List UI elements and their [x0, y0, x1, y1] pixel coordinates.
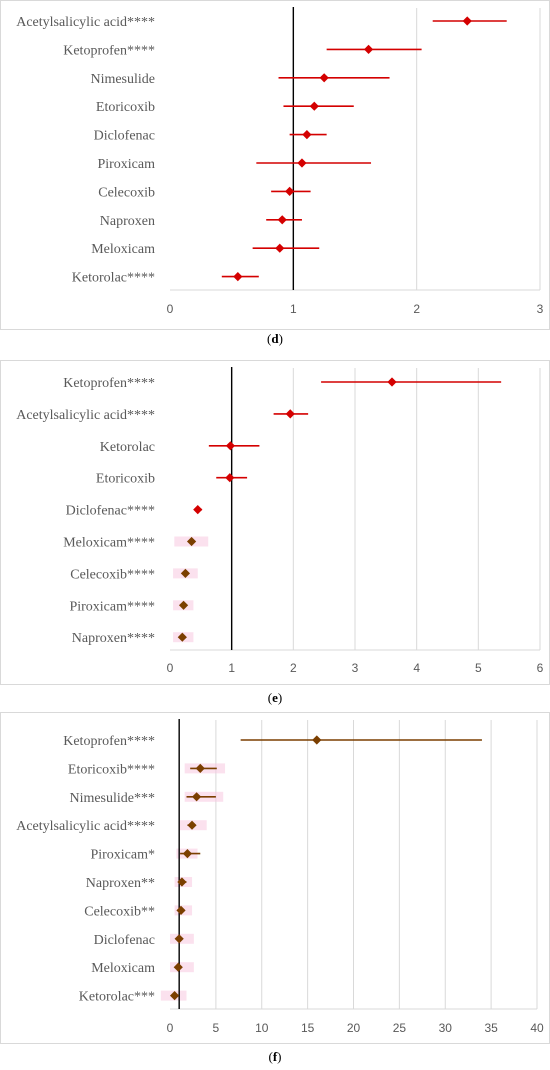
estimate-marker — [309, 101, 319, 111]
estimate-marker — [319, 73, 329, 83]
category-label: Meloxicam — [91, 961, 155, 976]
x-tick-label: 4 — [413, 661, 420, 675]
x-tick-label: 35 — [484, 1021, 498, 1035]
category-label: Piroxicam — [97, 157, 155, 172]
category-label: Ketoprofen**** — [63, 376, 155, 391]
x-tick-label: 20 — [347, 1021, 361, 1035]
category-label: Meloxicam — [91, 242, 155, 257]
estimate-marker — [297, 158, 307, 168]
x-tick-label: 5 — [475, 661, 482, 675]
x-tick-label: 15 — [301, 1021, 315, 1035]
estimate-marker — [186, 536, 197, 547]
gridlines — [292, 8, 541, 290]
estimate-marker — [225, 473, 235, 483]
panel-e: 0 1 2 3 4 5 6 Ketoprofen**** Acetylsalicylic aci… — [0, 360, 550, 710]
category-label: Ketoprofen**** — [63, 734, 155, 749]
category-label: Acetylsalicylic acid**** — [16, 819, 155, 834]
estimate-marker — [177, 877, 187, 887]
category-label: Diclofenac**** — [66, 504, 155, 519]
panel-e-label: (e) — [267, 690, 283, 705]
estimate-marker — [312, 735, 322, 745]
estimate-marker — [177, 632, 187, 642]
category-label: Celecoxib** — [84, 904, 155, 919]
forest-plot-d: 0 1 2 3 Acetylsalicylic acid**** Ketoprofen**… — [16, 7, 544, 316]
panel-d-label: (d) — [267, 331, 283, 346]
estimate-marker — [233, 272, 243, 282]
estimate-marker — [192, 792, 202, 802]
estimate-marker — [193, 505, 203, 515]
category-label: Diclofenac — [94, 129, 155, 144]
estimate-marker — [178, 600, 189, 610]
category-label: Piroxicam**** — [69, 599, 155, 614]
category-label: Naproxen**** — [72, 631, 155, 646]
estimate-marker — [285, 186, 295, 196]
x-tick-label: 2 — [290, 661, 297, 675]
category-label: Ketorolac — [100, 440, 155, 455]
category-label: Naproxen — [100, 214, 155, 229]
category-label: Diclofenac — [94, 933, 155, 948]
estimate-marker — [387, 377, 397, 387]
x-tick-label: 30 — [439, 1021, 453, 1035]
forest-plot-e: 0 1 2 3 4 5 6 Ketoprofen**** Acetylsalicylic aci… — [16, 367, 544, 675]
x-tick-label: 1 — [228, 661, 235, 675]
x-tick-label: 0 — [167, 1021, 174, 1035]
panel-f: 0 5 10 15 20 25 30 35 40 Ketoprofen**** Etoricoxib… — [0, 712, 550, 1070]
x-tick-label: 3 — [352, 661, 359, 675]
x-tick-label: 0 — [167, 302, 174, 316]
gridlines — [215, 720, 538, 1009]
estimate-marker — [275, 243, 285, 253]
category-label: Etoricoxib**** — [68, 762, 155, 777]
x-tick-label: 3 — [537, 302, 544, 316]
x-tick-label: 5 — [213, 1021, 220, 1035]
category-label: Acetylsalicylic acid**** — [16, 408, 155, 423]
gridlines — [231, 368, 541, 650]
estimate-marker — [302, 130, 312, 140]
category-label: Meloxicam**** — [63, 536, 155, 551]
estimate-marker — [169, 991, 180, 1001]
category-label: Nimesulide — [90, 72, 155, 87]
category-label: Celecoxib**** — [70, 567, 155, 582]
category-label: Nimesulide*** — [69, 791, 155, 806]
category-label: Etoricoxib — [96, 100, 155, 115]
category-label: Ketoprofen**** — [63, 43, 155, 58]
forest-plot-f: 0 5 10 15 20 25 30 35 40 Ketoprofen**** Etoricoxib… — [16, 719, 544, 1035]
estimate-marker — [187, 820, 197, 830]
estimate-marker — [462, 16, 472, 26]
x-tick-label: 10 — [255, 1021, 269, 1035]
x-tick-label: 0 — [167, 661, 174, 675]
x-tick-label: 40 — [530, 1021, 544, 1035]
x-tick-label: 25 — [393, 1021, 407, 1035]
category-label: Etoricoxib — [96, 472, 155, 487]
category-label: Ketorolac*** — [79, 990, 155, 1005]
category-label: Piroxicam* — [90, 848, 155, 863]
estimate-marker — [174, 934, 184, 944]
category-label: Ketorolac**** — [72, 271, 155, 286]
estimate-marker — [363, 44, 374, 54]
category-label: Celecoxib — [98, 185, 155, 200]
estimate-marker — [173, 962, 183, 972]
x-tick-label: 1 — [290, 302, 297, 316]
estimate-marker — [277, 215, 287, 225]
category-label: Naproxen** — [86, 876, 155, 891]
panel-f-label: (f) — [268, 1049, 282, 1064]
x-tick-label: 2 — [413, 302, 420, 316]
x-tick-label: 6 — [537, 661, 544, 675]
category-label: Acetylsalicylic acid**** — [16, 15, 155, 30]
estimate-marker — [225, 441, 236, 451]
panel-d: 0 1 2 3 Acetylsalicylic acid**** Ketoprofen**… — [0, 0, 550, 356]
